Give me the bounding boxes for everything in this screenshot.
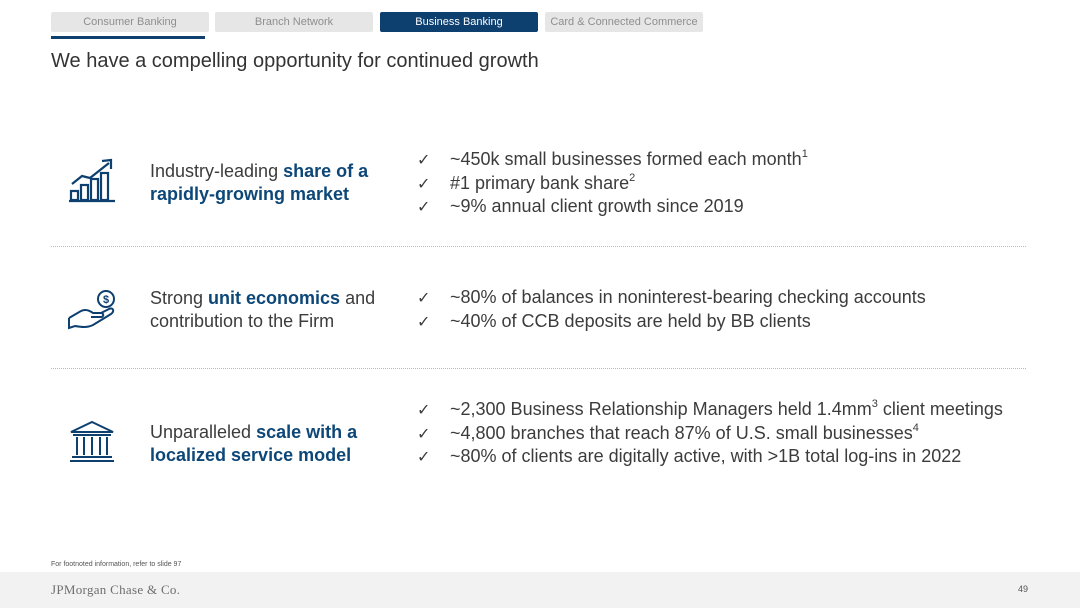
list-item: ✓ #1 primary bank share2 [417, 172, 808, 196]
check-icon: ✓ [417, 400, 431, 419]
footnote-marker: 1 [801, 148, 808, 160]
bullet-text: ~80% of balances in noninterest-bearing … [450, 287, 926, 307]
check-icon: ✓ [417, 288, 431, 307]
heading-text: Strong [150, 288, 209, 308]
page-title: We have a compelling opportunity for con… [51, 50, 539, 72]
bullet-list: ✓ ~80% of balances in noninterest-bearing… [417, 286, 926, 333]
list-item: ✓ ~2,300 Business Relationship Managers h… [417, 398, 1003, 422]
footnote-marker: 3 [871, 398, 878, 410]
svg-text:$: $ [103, 294, 109, 306]
bullet-text: ~450k small businesses formed each month [450, 149, 802, 169]
footnote-marker: 2 [629, 171, 636, 184]
heading-bold: localized service model [150, 445, 352, 465]
check-icon: ✓ [417, 173, 431, 193]
row-market-share: Industry-leading share of a rapidly-grow… [51, 148, 1026, 228]
list-item: ✓ ~9% annual client growth since 2019 [417, 195, 808, 219]
footer: JPMorgan Chase & Co. 49 [0, 572, 1080, 608]
check-icon: ✓ [417, 311, 431, 331]
heading-text: and [340, 288, 376, 308]
bullet-text: ~40% of CCB deposits are held by BB clie… [450, 310, 811, 331]
tab-branch-network[interactable]: Branch Network [215, 12, 373, 32]
check-icon: ✓ [417, 447, 431, 466]
list-item: ✓ ~80% of clients are digitally active, w… [417, 445, 1003, 469]
row-divider [51, 246, 1026, 247]
bullet-text: ~4,800 branches that reach 87% of U.S. s… [450, 422, 913, 443]
row-heading: Strong unit economics and contribution t… [150, 287, 375, 333]
bank-building-icon [70, 420, 114, 462]
hand-dollar-icon: $ [68, 290, 115, 330]
bullet-text: client meetings [877, 399, 1003, 419]
tab-consumer-banking[interactable]: Consumer Banking [51, 12, 209, 32]
row-heading: Industry-leading share of a rapidly-grow… [150, 160, 368, 206]
active-tab-underline [51, 36, 205, 39]
bullet-text: #1 primary bank share [450, 172, 630, 193]
heading-text: contribution to the Firm [150, 311, 335, 331]
check-icon: ✓ [417, 423, 431, 443]
bullet-list: ✓ ~450k small businesses formed each mont… [417, 148, 808, 219]
heading-bold: scale with a [256, 422, 358, 442]
footnote: For footnoted information, refer to slid… [51, 561, 182, 568]
row-heading: Unparalleled scale with a localized serv… [150, 421, 357, 467]
bullet-text: ~9% annual client growth since 2019 [450, 196, 744, 216]
page-number: 49 [1017, 584, 1028, 594]
list-item: ✓ ~40% of CCB deposits are held by BB cli… [417, 310, 926, 334]
bullet-text: ~80% of clients are digitally active, wi… [450, 446, 962, 466]
heading-text: Unparalleled [150, 422, 257, 442]
tab-card-connected-commerce[interactable]: Card & Connected Commerce [545, 12, 703, 32]
heading-bold: share of a [283, 161, 369, 181]
bullet-text: ~2,300 Business Relationship Managers he… [450, 399, 872, 419]
tab-business-banking[interactable]: Business Banking [380, 12, 538, 32]
company-logo: JPMorgan Chase & Co. [51, 582, 181, 597]
growth-chart-icon [69, 158, 115, 203]
list-item: ✓ ~4,800 branches that reach 87% of U.S. … [417, 422, 1003, 446]
row-divider [51, 368, 1026, 369]
heading-text: Industry-leading [150, 161, 284, 181]
list-item: ✓ ~450k small businesses formed each mont… [417, 148, 808, 172]
check-icon: ✓ [417, 150, 431, 169]
bullet-list: ✓ ~2,300 Business Relationship Managers h… [417, 398, 1003, 469]
list-item: ✓ ~80% of balances in noninterest-bearing… [417, 286, 926, 310]
heading-bold: unit economics [208, 288, 341, 308]
row-scale: Unparalleled scale with a localized serv… [51, 398, 1026, 478]
row-unit-economics: $ Strong unit economics and contribution… [51, 286, 1026, 346]
check-icon: ✓ [417, 197, 431, 216]
heading-bold: rapidly-growing market [150, 184, 350, 204]
footnote-marker: 4 [912, 421, 919, 434]
